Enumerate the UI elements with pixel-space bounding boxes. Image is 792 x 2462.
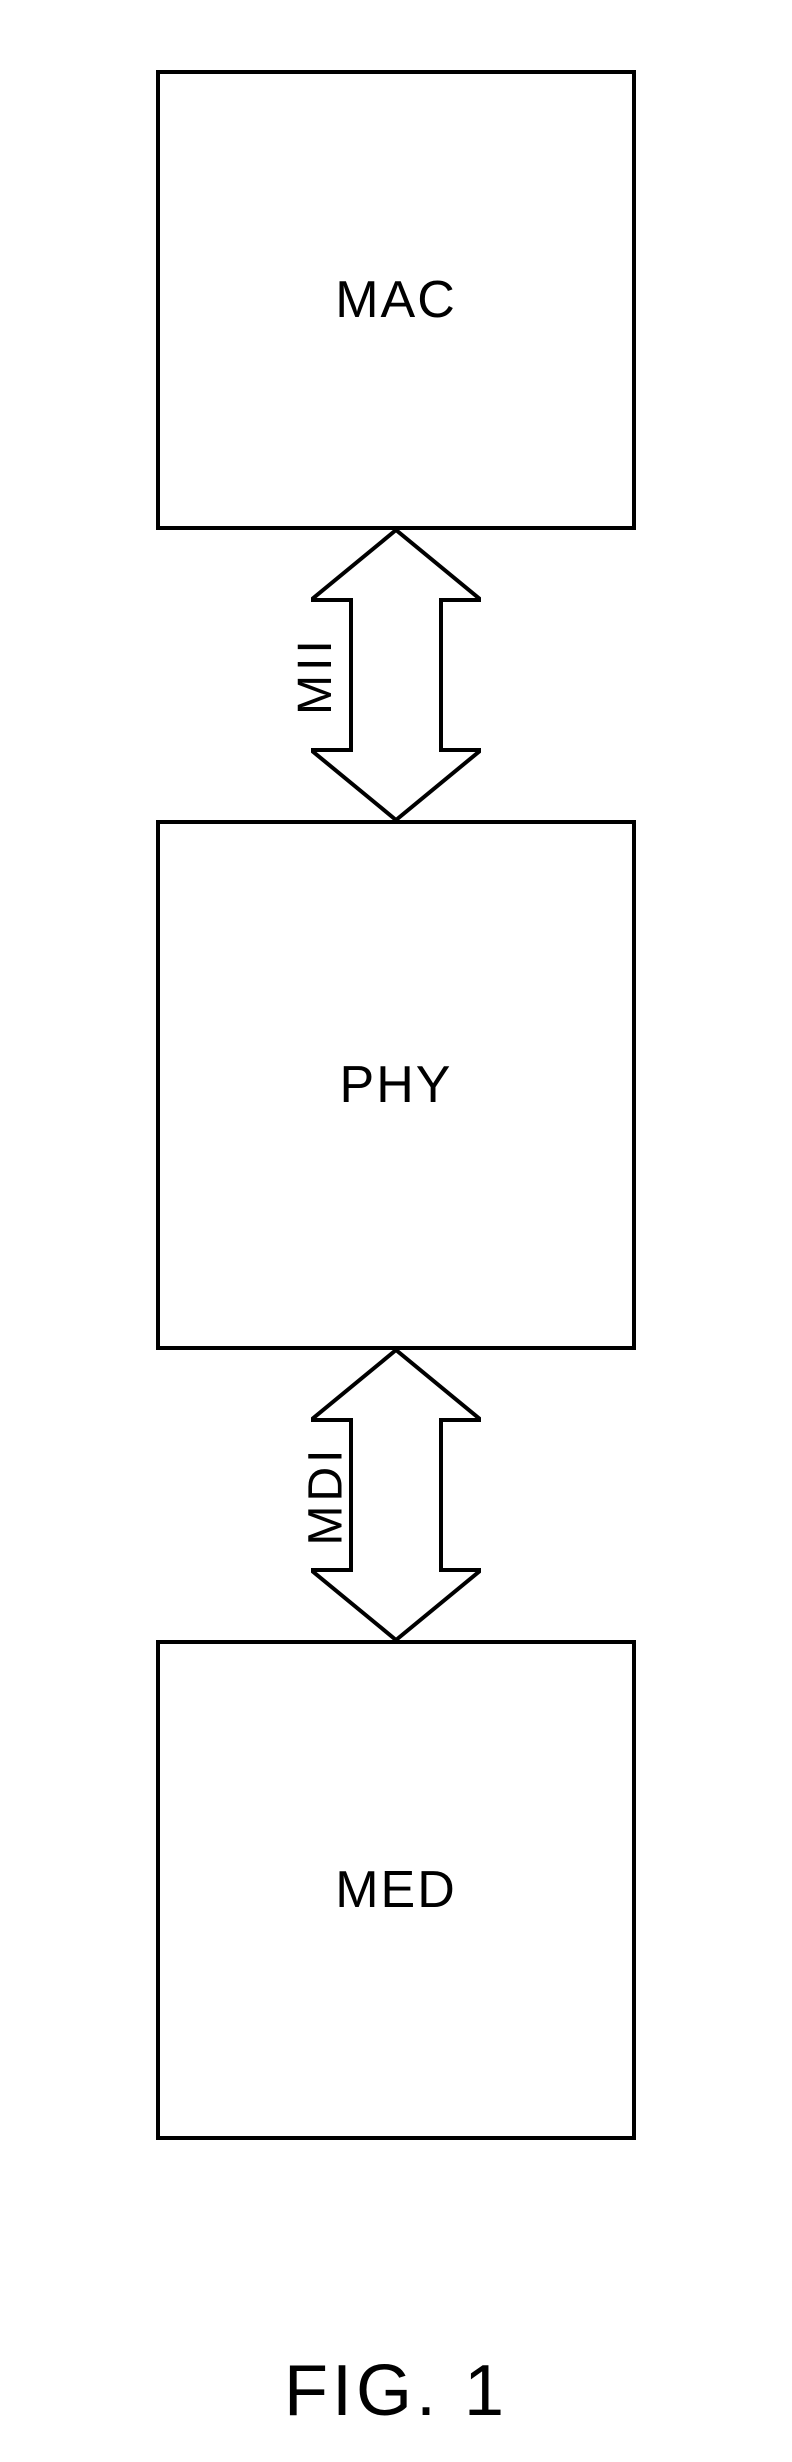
phy-label: PHY (340, 1055, 453, 1115)
figure-caption: FIG. 1 (0, 2350, 792, 2432)
med-box: MED (156, 1640, 636, 2140)
mdi-arrow: MDI (311, 1350, 481, 1640)
mdi-label: MDI (298, 1445, 353, 1545)
med-label: MED (335, 1860, 457, 1920)
mii-arrow: MII (311, 530, 481, 820)
mii-label: MII (288, 636, 343, 715)
mac-label: MAC (335, 270, 457, 330)
page: MAC MII PHY MDI MED FIG. 1 (0, 0, 792, 2462)
mac-box: MAC (156, 70, 636, 530)
layer-stack-diagram: MAC MII PHY MDI MED (156, 70, 636, 2140)
phy-box: PHY (156, 820, 636, 1350)
